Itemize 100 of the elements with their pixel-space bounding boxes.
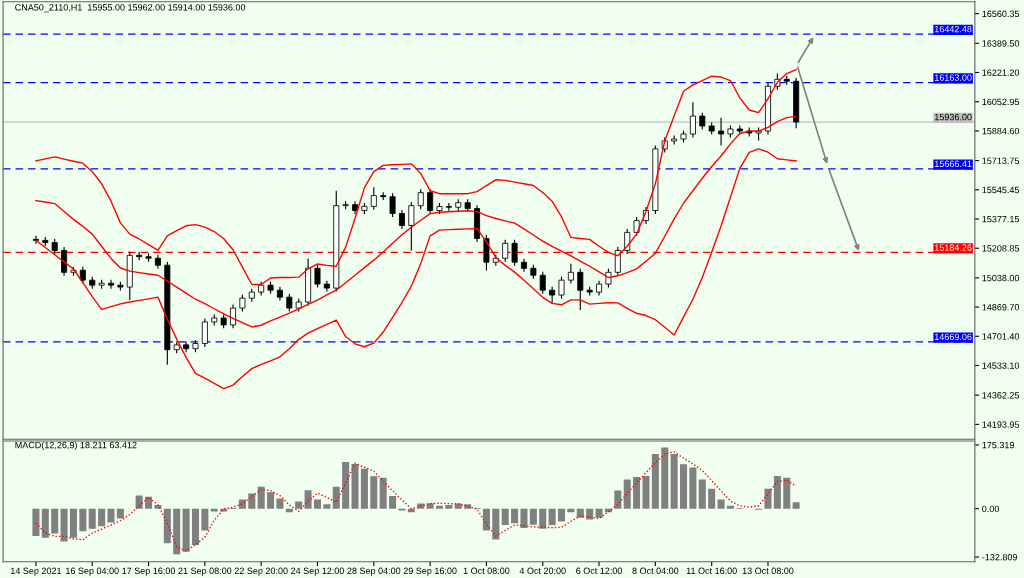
candlestick <box>201 317 208 348</box>
bar <box>88 508 96 529</box>
bar <box>651 454 659 509</box>
candlestick <box>370 186 377 211</box>
x-tick-label: 28 Sep 04:00 <box>347 567 401 576</box>
ref-line-label: 15936.00 <box>934 113 972 121</box>
y-tick-label: 15208.85 <box>982 245 1020 252</box>
bar <box>633 477 641 509</box>
bar <box>116 508 124 519</box>
bar <box>323 504 331 509</box>
candlestick <box>61 246 68 277</box>
bar <box>389 495 397 509</box>
candlestick <box>549 286 556 305</box>
candlestick <box>398 209 405 230</box>
bar <box>351 463 359 509</box>
bar <box>492 508 500 540</box>
bar <box>201 508 209 531</box>
y-tick-label: 14193.95 <box>982 421 1020 428</box>
candlestick <box>183 340 190 353</box>
candlestick <box>718 117 725 147</box>
bar <box>445 505 453 509</box>
candlestick <box>408 201 415 252</box>
bar <box>304 490 312 509</box>
bar <box>342 462 350 509</box>
bar <box>717 499 725 509</box>
bar <box>689 467 697 509</box>
bar <box>313 499 322 509</box>
y-tick-label: 15377.15 <box>982 215 1020 223</box>
bar <box>191 508 199 546</box>
x-tick-label: 13 Oct 08:00 <box>742 567 794 574</box>
bar <box>586 508 594 520</box>
bar <box>670 454 678 509</box>
bar <box>379 477 387 509</box>
bar <box>764 488 772 509</box>
bar <box>464 504 472 509</box>
bar <box>135 495 143 509</box>
bar <box>41 508 49 538</box>
bar <box>623 479 631 509</box>
bar <box>482 508 490 531</box>
y-tick-label: 14362.25 <box>982 392 1020 399</box>
y-tick-label: 15713.75 <box>982 157 1020 164</box>
x-tick-label: 8 Oct 04:00 <box>632 567 679 574</box>
bar <box>257 486 265 509</box>
bar <box>435 505 444 509</box>
bar <box>454 503 462 509</box>
candlestick <box>605 268 612 289</box>
bar <box>107 508 115 523</box>
candlestick <box>502 239 509 263</box>
x-tick-label: 17 Sep 16:00 <box>122 567 176 576</box>
y-tick-label: 16389.50 <box>982 40 1020 47</box>
bar <box>557 508 566 522</box>
chart-title: MACD(12,26,9) 18.211 63.412 <box>15 441 137 451</box>
bar <box>51 508 59 534</box>
bar <box>529 508 537 525</box>
bar <box>154 505 162 509</box>
candlestick <box>614 246 621 277</box>
bar <box>295 501 303 509</box>
y-tick-label: 16560.35 <box>982 10 1020 18</box>
bar <box>79 508 87 532</box>
line-series <box>35 451 797 552</box>
bar <box>182 508 190 552</box>
candlestick <box>427 188 434 215</box>
bar <box>576 508 584 518</box>
ref-line-label: 15666.41 <box>934 160 972 168</box>
bar <box>726 505 734 509</box>
ref-line-label: 16163.00 <box>934 74 972 81</box>
y-tick-label: 14869.70 <box>982 304 1020 311</box>
candlestick <box>577 268 584 311</box>
bar <box>792 502 800 509</box>
y-tick-label: 15545.45 <box>982 186 1020 194</box>
bar <box>370 476 378 509</box>
candlestick <box>445 202 452 212</box>
bar <box>98 508 106 527</box>
candlestick <box>511 239 518 267</box>
y-tick-label: 14533.10 <box>982 362 1020 369</box>
bar <box>267 492 275 509</box>
candlestick <box>689 101 696 139</box>
bar <box>360 468 368 509</box>
bar <box>248 493 256 509</box>
bar <box>501 508 509 526</box>
ref-line-label: 16442.48 <box>934 25 972 33</box>
candlestick <box>539 271 546 295</box>
candlestick <box>108 279 115 290</box>
y-tick-label: 15038.00 <box>982 274 1020 282</box>
bar <box>642 475 650 509</box>
candlestick <box>483 234 490 272</box>
candlestick <box>567 263 574 285</box>
y-tick-label: 14701.40 <box>982 333 1020 340</box>
bar <box>595 508 603 518</box>
bar <box>426 503 434 509</box>
y-tick-label: 16221.20 <box>982 69 1020 76</box>
x-tick-label: 6 Oct 12:00 <box>576 567 623 574</box>
bar <box>614 490 622 509</box>
x-tick-label: 29 Sep 16:00 <box>403 567 457 576</box>
ref-line-label: 15184.26 <box>934 244 972 251</box>
bar <box>783 477 791 509</box>
bar <box>539 508 547 529</box>
x-tick-label: 22 Sep 20:00 <box>234 567 288 576</box>
ref-line-label: 14669.06 <box>934 333 972 341</box>
candlestick <box>389 192 396 218</box>
